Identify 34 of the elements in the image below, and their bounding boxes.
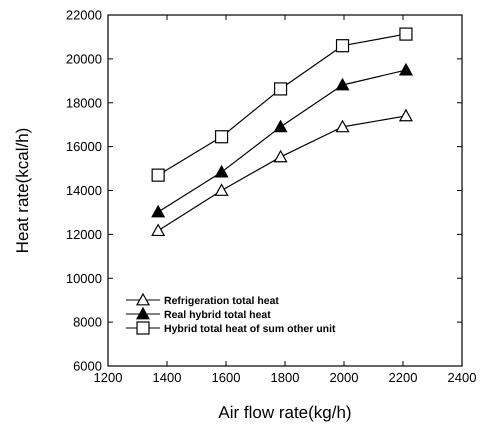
x-tick-label: 1600	[212, 370, 240, 385]
y-tick-label: 14000	[66, 183, 102, 198]
x-axis-title: Air flow rate(kg/h)	[218, 403, 352, 422]
point	[274, 150, 288, 162]
point	[152, 224, 165, 236]
legend-label: Real hybrid total heat	[164, 309, 272, 321]
point	[336, 78, 350, 90]
point	[214, 130, 228, 144]
point	[274, 82, 288, 96]
y-tick-label: 12000	[66, 226, 102, 242]
y-tick-label: 20000	[66, 51, 102, 66]
x-tick-label: 1800	[270, 370, 300, 385]
point	[214, 165, 228, 178]
point	[214, 184, 228, 196]
y-tick-label: 22000	[66, 8, 102, 22]
point	[274, 120, 288, 132]
point	[336, 39, 350, 52]
point	[399, 109, 413, 122]
legend-label: Hybrid total heat of sum other unit	[164, 323, 336, 335]
y-tick-label: 18000	[66, 95, 102, 110]
point	[399, 63, 413, 76]
x-tick-label: 2400	[448, 370, 476, 385]
point	[152, 168, 165, 182]
legend-label: Refrigeration total heat	[164, 295, 280, 307]
y-axis-title: Heat rate(kcal/h)	[13, 128, 32, 254]
x-tick-label: 2200	[388, 370, 418, 385]
x-tick-label: 1400	[152, 370, 182, 385]
y-tick-label: 16000	[66, 139, 102, 154]
point	[152, 205, 165, 218]
point	[399, 27, 413, 41]
y-tick-label: 10000	[66, 270, 102, 286]
x-tick-label: 2000	[330, 370, 358, 385]
point	[336, 120, 350, 132]
y-tick-label: 8000	[73, 314, 102, 330]
